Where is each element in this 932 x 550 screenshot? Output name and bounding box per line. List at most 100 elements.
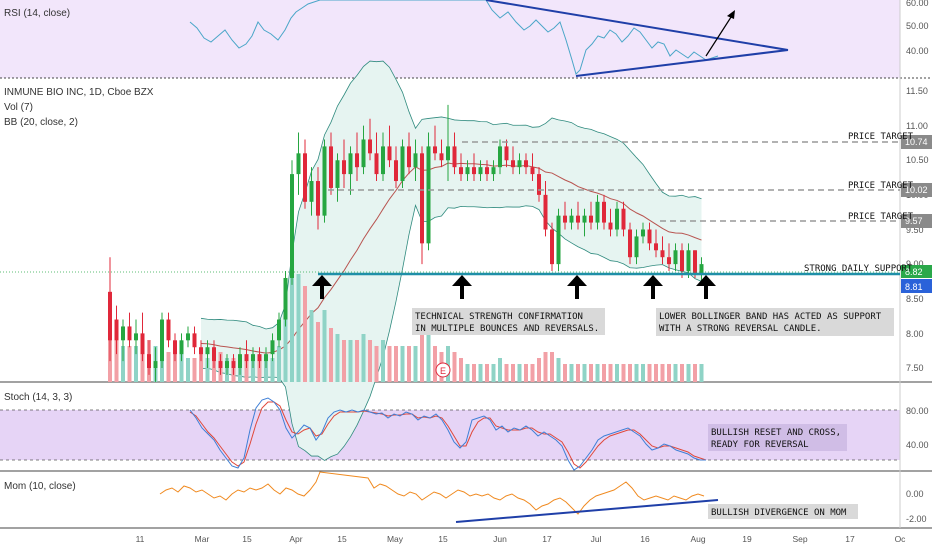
price-tick: 8.00: [906, 329, 924, 339]
bb-lower-band: [200, 204, 702, 461]
candle-body: [517, 160, 522, 168]
price-tick: 10.50: [906, 155, 929, 165]
candle-body: [524, 160, 528, 168]
candle-body: [647, 229, 652, 244]
volume-bar: [420, 328, 424, 382]
rsi-breakout-arrow: [705, 13, 734, 57]
price-tick: 8.50: [906, 294, 924, 304]
note-tech-line1: TECHNICAL STRENGTH CONFIRMATION: [415, 312, 583, 322]
volume-bar: [647, 364, 652, 382]
volume-bar: [543, 352, 548, 382]
volume-bar: [465, 364, 470, 382]
arrow-up-icon: [696, 275, 716, 299]
volume-bar: [660, 364, 665, 382]
x-tick: 17: [845, 534, 855, 544]
candle-body: [504, 146, 509, 161]
candle-body: [634, 236, 639, 258]
volume-bar: [361, 334, 366, 382]
volume-bar: [199, 352, 203, 382]
candle-body: [595, 201, 600, 223]
note-bb-line2: WITH A STRONG REVERSAL CANDLE.: [659, 324, 822, 334]
price-tick: 11.00: [906, 121, 928, 131]
candle-body: [563, 215, 567, 223]
candle-body: [654, 243, 658, 251]
bb-label: BB (20, close, 2): [4, 117, 78, 128]
rsi-panel-bg: [0, 0, 900, 78]
candle-body: [693, 250, 697, 275]
candle-body: [400, 146, 405, 182]
candle-body: [335, 160, 340, 188]
candle-body: [589, 215, 593, 223]
volume-bar: [374, 346, 379, 382]
candle-body: [491, 167, 496, 175]
volume-bar: [387, 346, 392, 382]
earnings-badge: [435, 362, 451, 378]
note-tech-bg: [412, 308, 605, 335]
tag-target-2-bg: [901, 183, 932, 197]
volume-bar: [335, 334, 340, 382]
candle-body: [420, 153, 424, 244]
stoch-label: Stoch (14, 3, 3): [4, 392, 72, 403]
stoch-d-series: [189, 401, 707, 469]
earnings-badge-label: E: [440, 366, 446, 376]
volume-bar: [342, 340, 346, 382]
arrow-up-icon: [312, 275, 332, 299]
candle-body: [329, 146, 333, 188]
candle-body: [452, 146, 457, 168]
candle-body: [127, 326, 132, 341]
candle-body: [387, 146, 392, 161]
volume-bar: [244, 358, 249, 382]
rsi-lower-trendline: [575, 49, 789, 77]
volume-bar: [550, 352, 554, 382]
candle-body: [134, 333, 138, 341]
volume-bar: [446, 346, 450, 382]
candle-body: [160, 319, 164, 362]
candle-body: [316, 181, 320, 216]
volume-bar: [634, 364, 639, 382]
candle-body: [550, 229, 554, 265]
price-axis: 11.50 11.00 10.50 10.00 9.50 9.00 8.50 8…: [906, 86, 929, 373]
rsi-label: RSI (14, close): [4, 8, 70, 19]
volume-bar: [140, 346, 145, 382]
candle-body: [660, 250, 665, 258]
candle-body: [296, 153, 301, 175]
candle-body: [270, 340, 275, 355]
mom-axis: 0.00 -2.00: [906, 489, 927, 524]
tag-close: 8.81: [905, 282, 923, 292]
candle-body: [173, 340, 177, 355]
x-tick: Aug: [690, 534, 705, 544]
mom-line: [159, 471, 705, 515]
tag-close-bg: [901, 279, 932, 293]
stoch-tick: 80.00: [906, 406, 929, 416]
price-tick: 7.50: [906, 363, 924, 373]
stoch-tick: 40.00: [906, 440, 929, 450]
volume-bar: [530, 364, 535, 382]
candle-body: [641, 229, 645, 237]
stoch-k-series: [189, 397, 706, 471]
price-tick: 9.00: [906, 259, 924, 269]
candle-body: [283, 277, 288, 320]
candle-body: [537, 174, 541, 195]
volume-bar: [277, 346, 281, 382]
candle-body: [582, 215, 587, 223]
candle-body: [673, 250, 678, 265]
candle-body: [140, 333, 145, 355]
x-tick: Oc: [895, 534, 907, 544]
volume-bar: [121, 346, 125, 382]
price-tick: 11.50: [906, 86, 928, 96]
volume-bar: [433, 346, 437, 382]
note-tech-line2: IN MULTIPLE BOUNCES AND REVERSALS.: [415, 324, 599, 334]
volume-bar: [498, 358, 502, 382]
target-label-2: PRICE TARGET: [848, 181, 914, 191]
mom-tick: -2.00: [906, 514, 927, 524]
x-tick: May: [387, 534, 404, 544]
volume-bar: [134, 346, 138, 382]
tag-target-3-bg: [901, 214, 932, 228]
stoch-lines: [189, 397, 707, 471]
volume-bar: [686, 364, 691, 382]
volume-bar: [316, 322, 320, 382]
candle-body: [699, 264, 704, 275]
candle-body: [153, 361, 158, 368]
candle-body: [244, 354, 249, 362]
